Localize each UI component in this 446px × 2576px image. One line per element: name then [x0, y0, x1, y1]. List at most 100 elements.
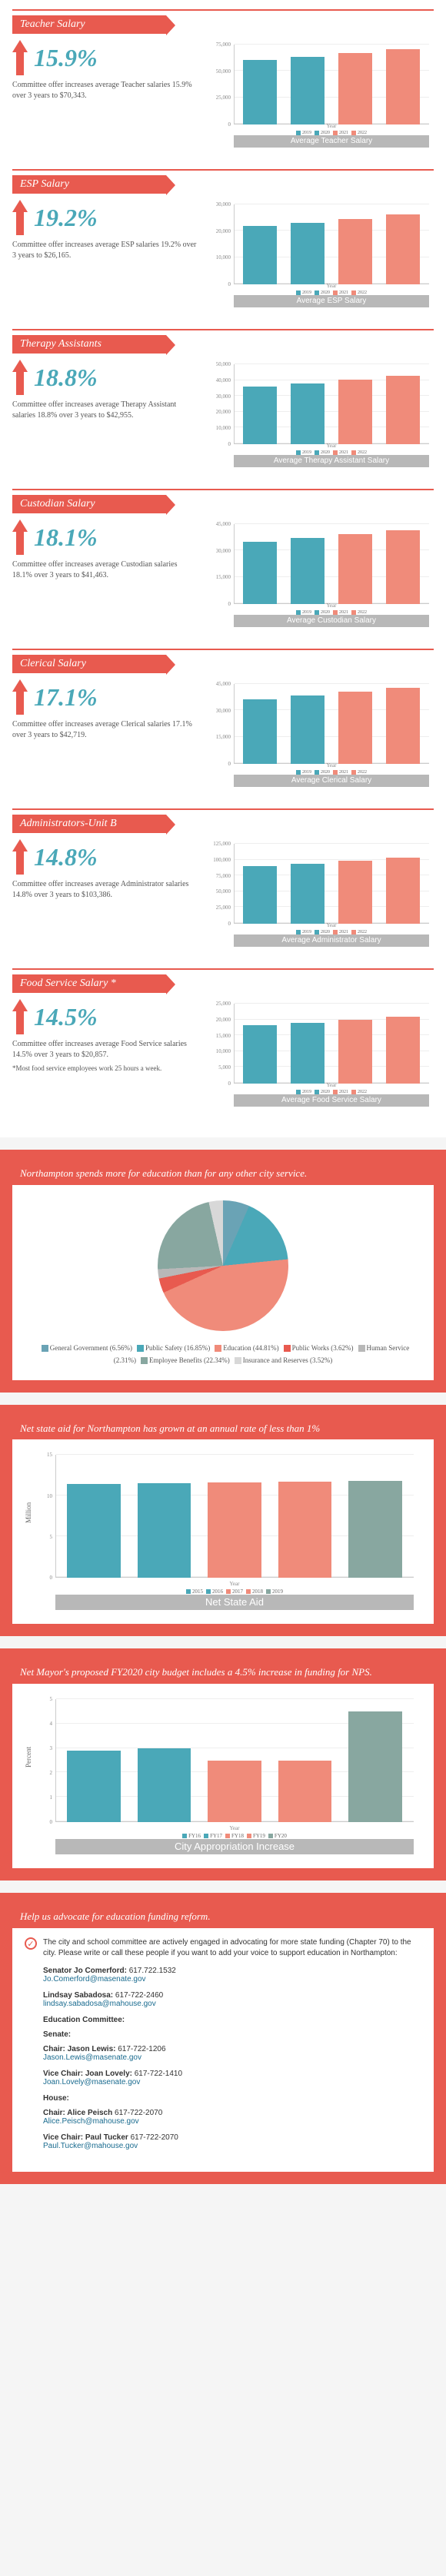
- ytick-label: 25,000: [208, 905, 231, 911]
- contact-email[interactable]: Joan.Lovely@masenate.gov: [43, 2078, 140, 2086]
- percent-value: 14.8%: [34, 843, 98, 871]
- ytick-label: 30,000: [208, 201, 231, 207]
- legend-item: FY20: [268, 1833, 287, 1839]
- bar: [386, 530, 420, 604]
- ytick-label: 0: [208, 281, 231, 287]
- contact: Lindsay Sabadosa: 617-722-2460lindsay.sa…: [43, 1991, 421, 2008]
- x-axis-label: Year: [52, 1825, 417, 1831]
- contact: Senator Jo Comerford: 617.722.1532Jo.Com…: [43, 1967, 421, 1983]
- section-title-banner: Clerical Salary: [12, 655, 166, 673]
- stat-column: 19.2%Committee offer increases average E…: [12, 200, 197, 261]
- legend-item: FY16: [182, 1833, 201, 1839]
- bar: [67, 1484, 121, 1578]
- section-title-banner: Food Service Salary *: [12, 974, 166, 993]
- stat-column: 14.8%Committee offer increases average A…: [12, 839, 197, 900]
- contact-name: Senator Jo Comerford:: [43, 1967, 127, 1975]
- budget-card: Net Mayor's proposed FY2020 city budget …: [12, 1661, 434, 1868]
- ytick-label: 0: [26, 1819, 52, 1825]
- ytick-label: 50,000: [208, 68, 231, 75]
- ytick-label: 75,000: [208, 41, 231, 48]
- advocacy-body: ✓ The city and school committee are acti…: [25, 1937, 421, 2150]
- contact-name: Chair: Alice Peisch: [43, 2109, 112, 2117]
- arrow-up-icon: [12, 679, 28, 715]
- percent-value: 18.8%: [34, 363, 98, 392]
- bar: [338, 1020, 372, 1084]
- section-rule: [12, 649, 434, 650]
- bars: [234, 844, 429, 924]
- contact-email[interactable]: Jason.Lewis@masenate.gov: [43, 2053, 141, 2062]
- section-body: 17.1%Committee offer increases average C…: [12, 679, 434, 787]
- contact-phone: 617-722-2070: [115, 2109, 162, 2117]
- contact-email[interactable]: Jo.Comerford@masenate.gov: [43, 1975, 146, 1983]
- ytick-label: 2: [26, 1770, 52, 1776]
- state-aid-card: Net state aid for Northampton has grown …: [12, 1417, 434, 1625]
- ytick-label: 5,000: [208, 1064, 231, 1071]
- bar: [138, 1483, 191, 1578]
- bar: [291, 223, 325, 284]
- y-axis-title: Percent: [25, 1747, 32, 1768]
- bar-chart: 025,00050,00075,000Year2019202020212022A…: [206, 40, 434, 148]
- section-body: 19.2%Committee offer increases average E…: [12, 200, 434, 307]
- bar: [67, 1751, 121, 1822]
- committee-contact: Vice Chair: Joan Lovely: 617-722-1410Joa…: [43, 2070, 421, 2086]
- legend-swatch: [141, 1357, 148, 1364]
- ytick-label: 40,000: [208, 377, 231, 383]
- legend: 20152016201720182019: [55, 1588, 414, 1595]
- bar: [243, 1025, 277, 1084]
- ytick-label: 50,000: [208, 361, 231, 367]
- stat-footnote: *Most food service employees work 25 hou…: [12, 1064, 197, 1072]
- arrow-up-icon: [12, 200, 28, 235]
- arrow-up-icon: [12, 520, 28, 555]
- x-axis-label: Year: [234, 603, 429, 609]
- chart-caption: Average Food Service Salary: [234, 1094, 429, 1107]
- bar: [138, 1748, 191, 1822]
- contact-phone: 617-722-1410: [135, 2070, 182, 2078]
- ytick-label: 30,000: [208, 548, 231, 554]
- bar: [386, 376, 420, 444]
- arrow-up-icon: [12, 839, 28, 875]
- stat-row: 18.1%: [12, 520, 197, 555]
- committee-heading: House:: [43, 2094, 421, 2103]
- ytick-label: 0: [208, 921, 231, 927]
- state-aid-title: Net state aid for Northampton has grown …: [12, 1417, 434, 1440]
- bar: [338, 380, 372, 444]
- bars: [55, 1699, 414, 1822]
- salary-section: Clerical Salary 17.1%Committee offer incr…: [12, 649, 434, 787]
- arrow-up-icon: [12, 40, 28, 75]
- section-body: 14.8%Committee offer increases average A…: [12, 839, 434, 947]
- advocacy-card: Help us advocate for education funding r…: [12, 1905, 434, 2172]
- section-title-banner: Therapy Assistants: [12, 335, 166, 354]
- legend-item: 2016: [206, 1588, 223, 1595]
- section-rule: [12, 489, 434, 490]
- ytick-label: 5: [26, 1696, 52, 1702]
- bars: [234, 204, 429, 284]
- ytick-label: 50,000: [208, 888, 231, 895]
- bar: [291, 538, 325, 604]
- chart-caption: City Appropriation Increase: [55, 1839, 414, 1854]
- bar: [386, 688, 420, 764]
- y-axis-title: Million: [25, 1502, 32, 1523]
- salary-section: Administrators-Unit B14.8%Committee offe…: [12, 808, 434, 947]
- contact-email[interactable]: lindsay.sabadosa@mahouse.gov: [43, 2000, 156, 2008]
- bar: [338, 53, 372, 124]
- legend-item: FY18: [225, 1833, 244, 1839]
- contact-email[interactable]: Paul.Tucker@mahouse.gov: [43, 2142, 138, 2150]
- advocacy-contacts: Senator Jo Comerford: 617.722.1532Jo.Com…: [43, 1967, 421, 2008]
- legend-swatch: [215, 1345, 221, 1352]
- legend-label: Employee Benefits (22.34%): [149, 1356, 230, 1364]
- ytick-label: 30,000: [208, 393, 231, 400]
- legend: FY16FY17FY18FY19FY20: [55, 1833, 414, 1839]
- ytick-label: 20,000: [208, 1017, 231, 1023]
- bar: [243, 226, 277, 284]
- bar: [278, 1482, 332, 1578]
- advocacy-intro: The city and school committee are active…: [43, 1937, 421, 1959]
- bar: [386, 858, 420, 924]
- x-axis-label: Year: [234, 123, 429, 129]
- legend-item: 2015: [186, 1588, 203, 1595]
- contact-email[interactable]: Alice.Peisch@mahouse.gov: [43, 2117, 139, 2126]
- bar: [338, 861, 372, 924]
- bar: [208, 1761, 261, 1822]
- bar-chart: 015,00030,00045,000Year2019202020212022A…: [206, 679, 434, 787]
- stat-row: 19.2%: [12, 200, 197, 235]
- section-body: 18.1%Committee offer increases average C…: [12, 520, 434, 627]
